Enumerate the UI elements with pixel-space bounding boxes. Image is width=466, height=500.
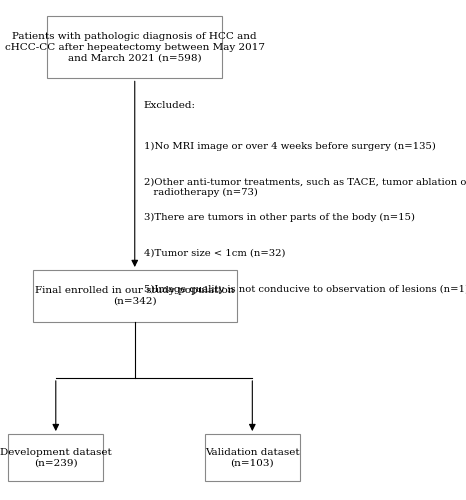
FancyBboxPatch shape — [47, 16, 222, 78]
FancyBboxPatch shape — [205, 434, 300, 481]
Text: Excluded:: Excluded: — [144, 101, 196, 110]
Text: 2)Other anti-tumor treatments, such as TACE, tumor ablation or
   radiotherapy (: 2)Other anti-tumor treatments, such as T… — [144, 178, 466, 197]
Text: 4)Tumor size < 1cm (n=32): 4)Tumor size < 1cm (n=32) — [144, 249, 285, 258]
Text: Development dataset
(n=239): Development dataset (n=239) — [0, 448, 112, 468]
Text: Patients with pathologic diagnosis of HCC and
cHCC-CC after hepeatectomy between: Patients with pathologic diagnosis of HC… — [5, 32, 265, 62]
Text: 5)Image quality is not conducive to observation of lesions (n=1): 5)Image quality is not conducive to obse… — [144, 285, 466, 294]
Text: Validation dataset
(n=103): Validation dataset (n=103) — [205, 448, 300, 468]
Text: Final enrolled in our study population
(n=342): Final enrolled in our study population (… — [35, 286, 234, 306]
Text: 3)There are tumors in other parts of the body (n=15): 3)There are tumors in other parts of the… — [144, 213, 415, 222]
FancyBboxPatch shape — [33, 270, 237, 322]
Text: 1)No MRI image or over 4 weeks before surgery (n=135): 1)No MRI image or over 4 weeks before su… — [144, 142, 435, 150]
FancyBboxPatch shape — [8, 434, 103, 481]
